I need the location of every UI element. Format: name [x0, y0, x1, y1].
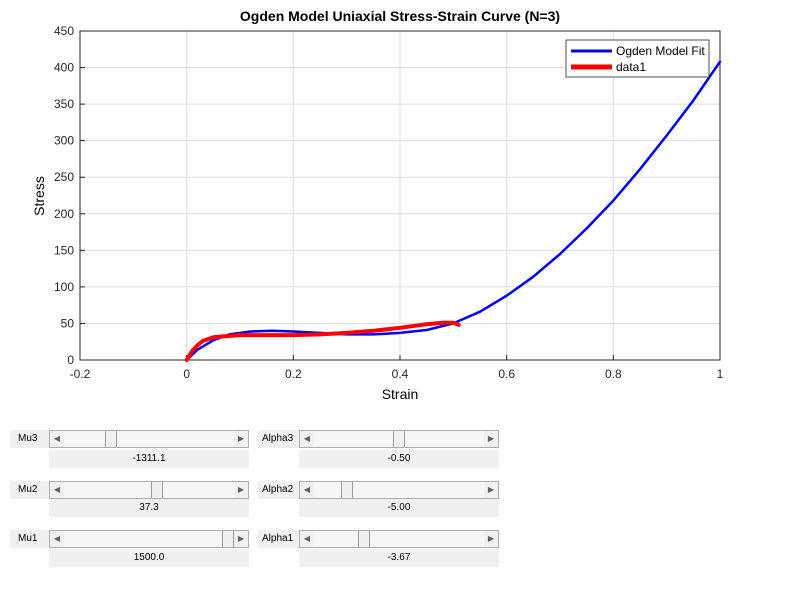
alpha2-slider[interactable]: ◀ ▶ — [299, 481, 499, 499]
mu2-label: Mu2 — [10, 481, 50, 499]
x-axis-ticks: -0.2 0 0.2 0.4 0.6 0.8 1 — [70, 355, 724, 381]
series-line-ogden-model-fit — [185, 60, 722, 362]
mu1-decrease-arrow-icon[interactable]: ◀ — [50, 531, 64, 547]
mu2-decrease-arrow-icon[interactable]: ◀ — [50, 482, 64, 498]
alpha2-decrease-arrow-icon[interactable]: ◀ — [300, 482, 314, 498]
mu3-increase-arrow-icon[interactable]: ▶ — [234, 431, 248, 447]
y-tick-label: 50 — [61, 316, 75, 330]
grid-lines — [80, 31, 720, 360]
mu2-value: 37.3 — [49, 499, 249, 517]
alpha1-decrease-arrow-icon[interactable]: ◀ — [300, 531, 314, 547]
legend-label-data1: data1 — [616, 60, 646, 74]
alpha1-label: Alpha1 — [258, 530, 300, 548]
series-line-data1 — [184, 320, 461, 362]
alpha2-value: -5.00 — [299, 499, 499, 517]
stress-strain-chart: Ogden Model Uniaxial Stress-Strain Curve… — [31, 8, 724, 402]
x-tick-label: 0.6 — [498, 367, 515, 381]
x-tick-label: -0.2 — [70, 367, 91, 381]
alpha1-increase-arrow-icon[interactable]: ▶ — [484, 531, 498, 547]
alpha3-label: Alpha3 — [258, 430, 300, 448]
legend[interactable]: Ogden Model Fit data1 — [565, 39, 710, 78]
x-axis-label: Strain — [382, 386, 419, 402]
y-tick-label: 350 — [54, 97, 74, 111]
alpha1-value: -3.67 — [299, 549, 499, 567]
mu1-increase-arrow-icon[interactable]: ▶ — [234, 531, 248, 547]
x-tick-label: 1 — [717, 367, 724, 381]
y-tick-label: 150 — [54, 243, 74, 257]
x-tick-label: 0.8 — [605, 367, 622, 381]
legend-box — [565, 39, 710, 78]
y-tick-label: 250 — [54, 170, 74, 184]
alpha1-slider[interactable]: ◀ ▶ — [299, 530, 499, 548]
y-tick-label: 100 — [54, 280, 74, 294]
alpha2-slider-thumb[interactable] — [340, 482, 353, 498]
mu1-slider-thumb[interactable] — [222, 531, 234, 547]
alpha3-value: -0.50 — [299, 450, 499, 468]
x-tick-label: 0.4 — [392, 367, 409, 381]
mu3-label: Mu3 — [10, 430, 50, 448]
chart-title: Ogden Model Uniaxial Stress-Strain Curve… — [240, 8, 560, 24]
mu1-value: 1500.0 — [49, 549, 249, 567]
alpha1-slider-thumb[interactable] — [358, 531, 371, 547]
alpha1-slider-track[interactable] — [314, 531, 484, 547]
series-layer — [184, 60, 722, 362]
y-tick-label: 200 — [54, 207, 74, 221]
y-tick-label: 400 — [54, 61, 74, 75]
mu1-slider[interactable]: ◀ ▶ — [49, 530, 249, 548]
alpha3-increase-arrow-icon[interactable]: ▶ — [484, 431, 498, 447]
mu3-decrease-arrow-icon[interactable]: ◀ — [50, 431, 64, 447]
mu1-slider-track[interactable] — [64, 531, 234, 547]
mu3-slider[interactable]: ◀ ▶ — [49, 430, 249, 448]
legend-label-ogden-model-fit: Ogden Model Fit — [616, 44, 705, 58]
alpha3-decrease-arrow-icon[interactable]: ◀ — [300, 431, 314, 447]
mu2-increase-arrow-icon[interactable]: ▶ — [234, 482, 248, 498]
alpha2-label: Alpha2 — [258, 481, 300, 499]
x-tick-label: 0 — [183, 367, 190, 381]
mu3-value: -1311.1 — [49, 450, 249, 468]
y-axis-ticks: 0 50 100 150 200 250 300 350 400 450 — [54, 24, 85, 367]
x-tick-label: 0.2 — [285, 367, 302, 381]
mu2-slider-thumb[interactable] — [150, 482, 163, 498]
y-tick-label: 300 — [54, 134, 74, 148]
alpha2-slider-track[interactable] — [314, 482, 484, 498]
alpha3-slider-track[interactable] — [314, 431, 484, 447]
mu1-label: Mu1 — [10, 530, 50, 548]
y-tick-label: 0 — [67, 353, 74, 367]
alpha2-increase-arrow-icon[interactable]: ▶ — [484, 482, 498, 498]
mu3-slider-thumb[interactable] — [105, 431, 118, 447]
mu3-slider-track[interactable] — [64, 431, 234, 447]
mu2-slider-track[interactable] — [64, 482, 234, 498]
y-axis-label: Stress — [31, 176, 47, 216]
y-tick-label: 450 — [54, 24, 74, 38]
mu2-slider[interactable]: ◀ ▶ — [49, 481, 249, 499]
alpha3-slider[interactable]: ◀ ▶ — [299, 430, 499, 448]
alpha3-slider-thumb[interactable] — [393, 431, 405, 447]
